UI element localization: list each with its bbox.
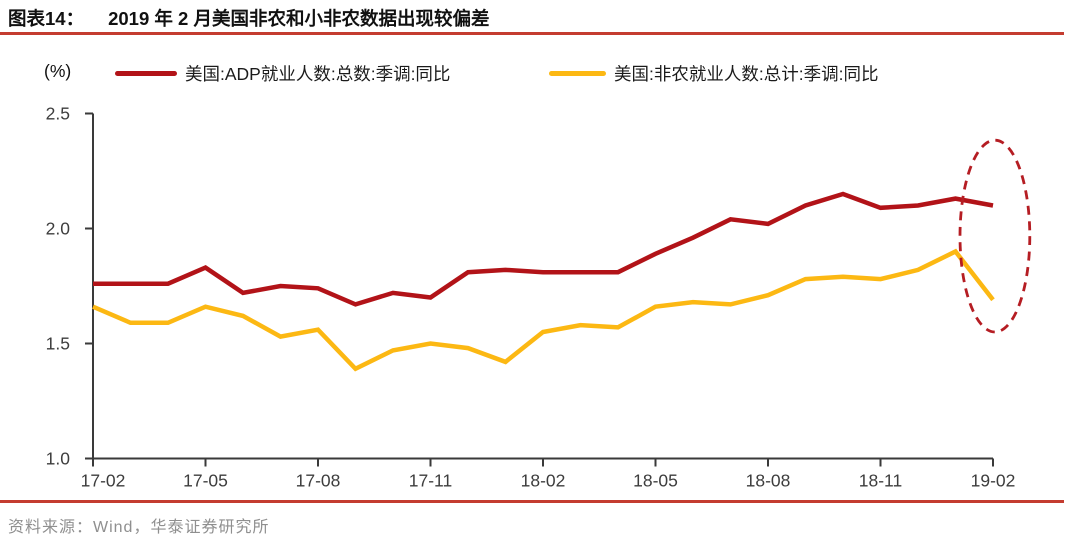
x-tick-label: 18-02: [521, 471, 566, 491]
x-tick-label: 18-11: [859, 471, 902, 491]
figure-title: 图表14： 2019 年 2 月美国非农和小非农数据出现较偏差: [8, 5, 1068, 31]
legend-item-nonfarm: 美国:非农就业人数:总计:季调:同比: [549, 61, 878, 86]
x-tick-label: 17-02: [81, 471, 126, 491]
adp-yoy-line: [93, 191, 994, 307]
x-tick-label: 18-05: [633, 471, 678, 491]
x-tick-label: 17-08: [296, 471, 341, 491]
source-note: 资料来源：Wind，华泰证券研究所: [8, 519, 270, 536]
y-tick-label: 1.5: [46, 334, 70, 354]
x-tick-label: 17-11: [409, 471, 452, 491]
title-underline-rule: [0, 32, 1064, 35]
nonfarm-line-swatch-icon: [549, 71, 606, 76]
y-axis-unit-label: (%): [44, 61, 72, 81]
figure-label: 图表14：: [8, 8, 85, 29]
adp-line-swatch-icon: [115, 71, 177, 76]
line-chart: 2.5 2.0 1.5 1.0 17-02 17-05 17-08 17-11 18-02 18-…: [46, 104, 1032, 491]
legend-item-adp: 美国:ADP就业人数:总数:季调:同比: [115, 61, 450, 86]
y-tick-label: 2.5: [46, 104, 70, 124]
source-divider-rule: [0, 500, 1064, 503]
x-tick-label: 19-02: [971, 471, 1016, 491]
figure-title-text: 2019 年 2 月美国非农和小非农数据出现较偏差: [108, 8, 490, 29]
legend-label-nonfarm: 美国:非农就业人数:总计:季调:同比: [614, 64, 879, 84]
divergence-highlight-ellipse: [958, 138, 1032, 334]
legend-label-adp: 美国:ADP就业人数:总数:季调:同比: [185, 64, 451, 84]
y-tick-label: 1.0: [46, 449, 71, 469]
x-tick-label: 18-08: [746, 471, 791, 491]
y-tick-label: 2.0: [46, 219, 71, 239]
x-tick-label: 17-05: [183, 471, 228, 491]
nonfarm-yoy-line: [92, 248, 995, 372]
